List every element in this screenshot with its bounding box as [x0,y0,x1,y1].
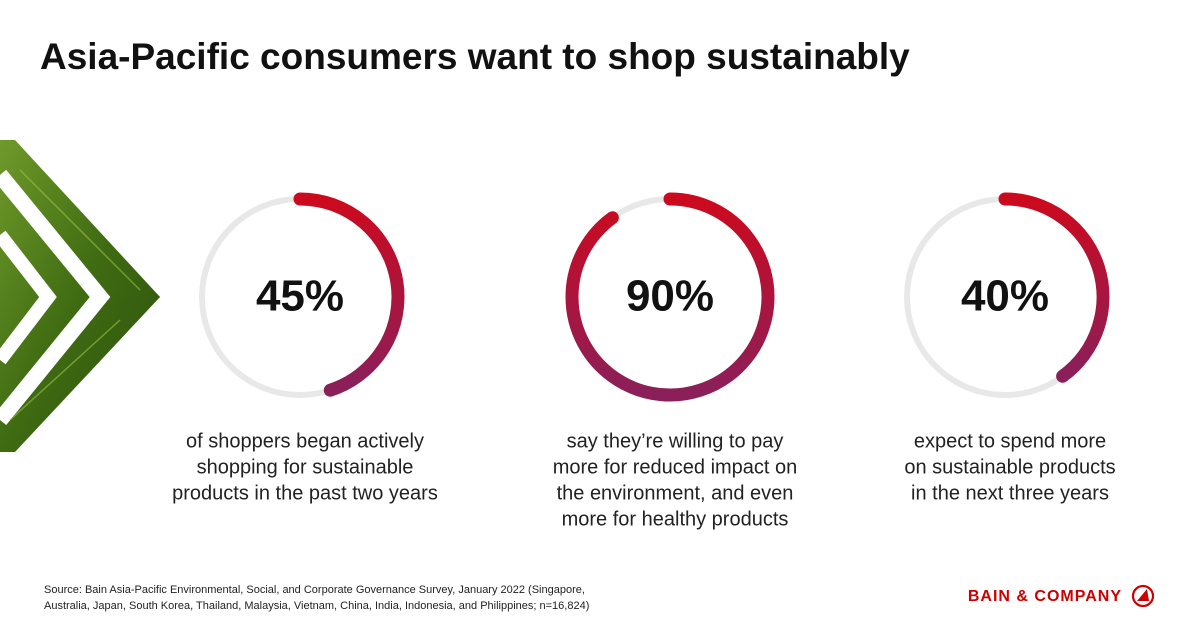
source-line: Australia, Japan, South Korea, Thailand,… [44,600,589,612]
caption-line: more for healthy products [562,508,789,530]
donut-arc [565,192,775,402]
caption-line: say they’re willing to pay [567,430,784,452]
caption-line: of shoppers began actively [186,430,424,452]
title: Asia-Pacific consumers want to shop sust… [40,36,910,77]
brand-icon [1131,584,1155,608]
caption-line: the environment, and even [557,482,794,504]
donut-arc [998,192,1110,383]
leaf-decoration [0,140,160,452]
donut-arc [293,192,405,397]
caption-line: products in the past two years [172,482,438,504]
source-line: Source: Bain Asia-Pacific Environmental,… [44,584,585,596]
caption-line: in the next three years [911,482,1109,504]
caption-line: on sustainable products [904,456,1115,478]
value-label: 40% [961,272,1049,321]
brand-logo: BAIN & COMPANY [968,588,1122,605]
caption-line: more for reduced impact on [553,456,798,478]
caption-line: expect to spend more [914,430,1106,452]
caption-line: shopping for sustainable [197,456,414,478]
value-label: 45% [256,272,344,321]
value-label: 90% [626,272,714,321]
